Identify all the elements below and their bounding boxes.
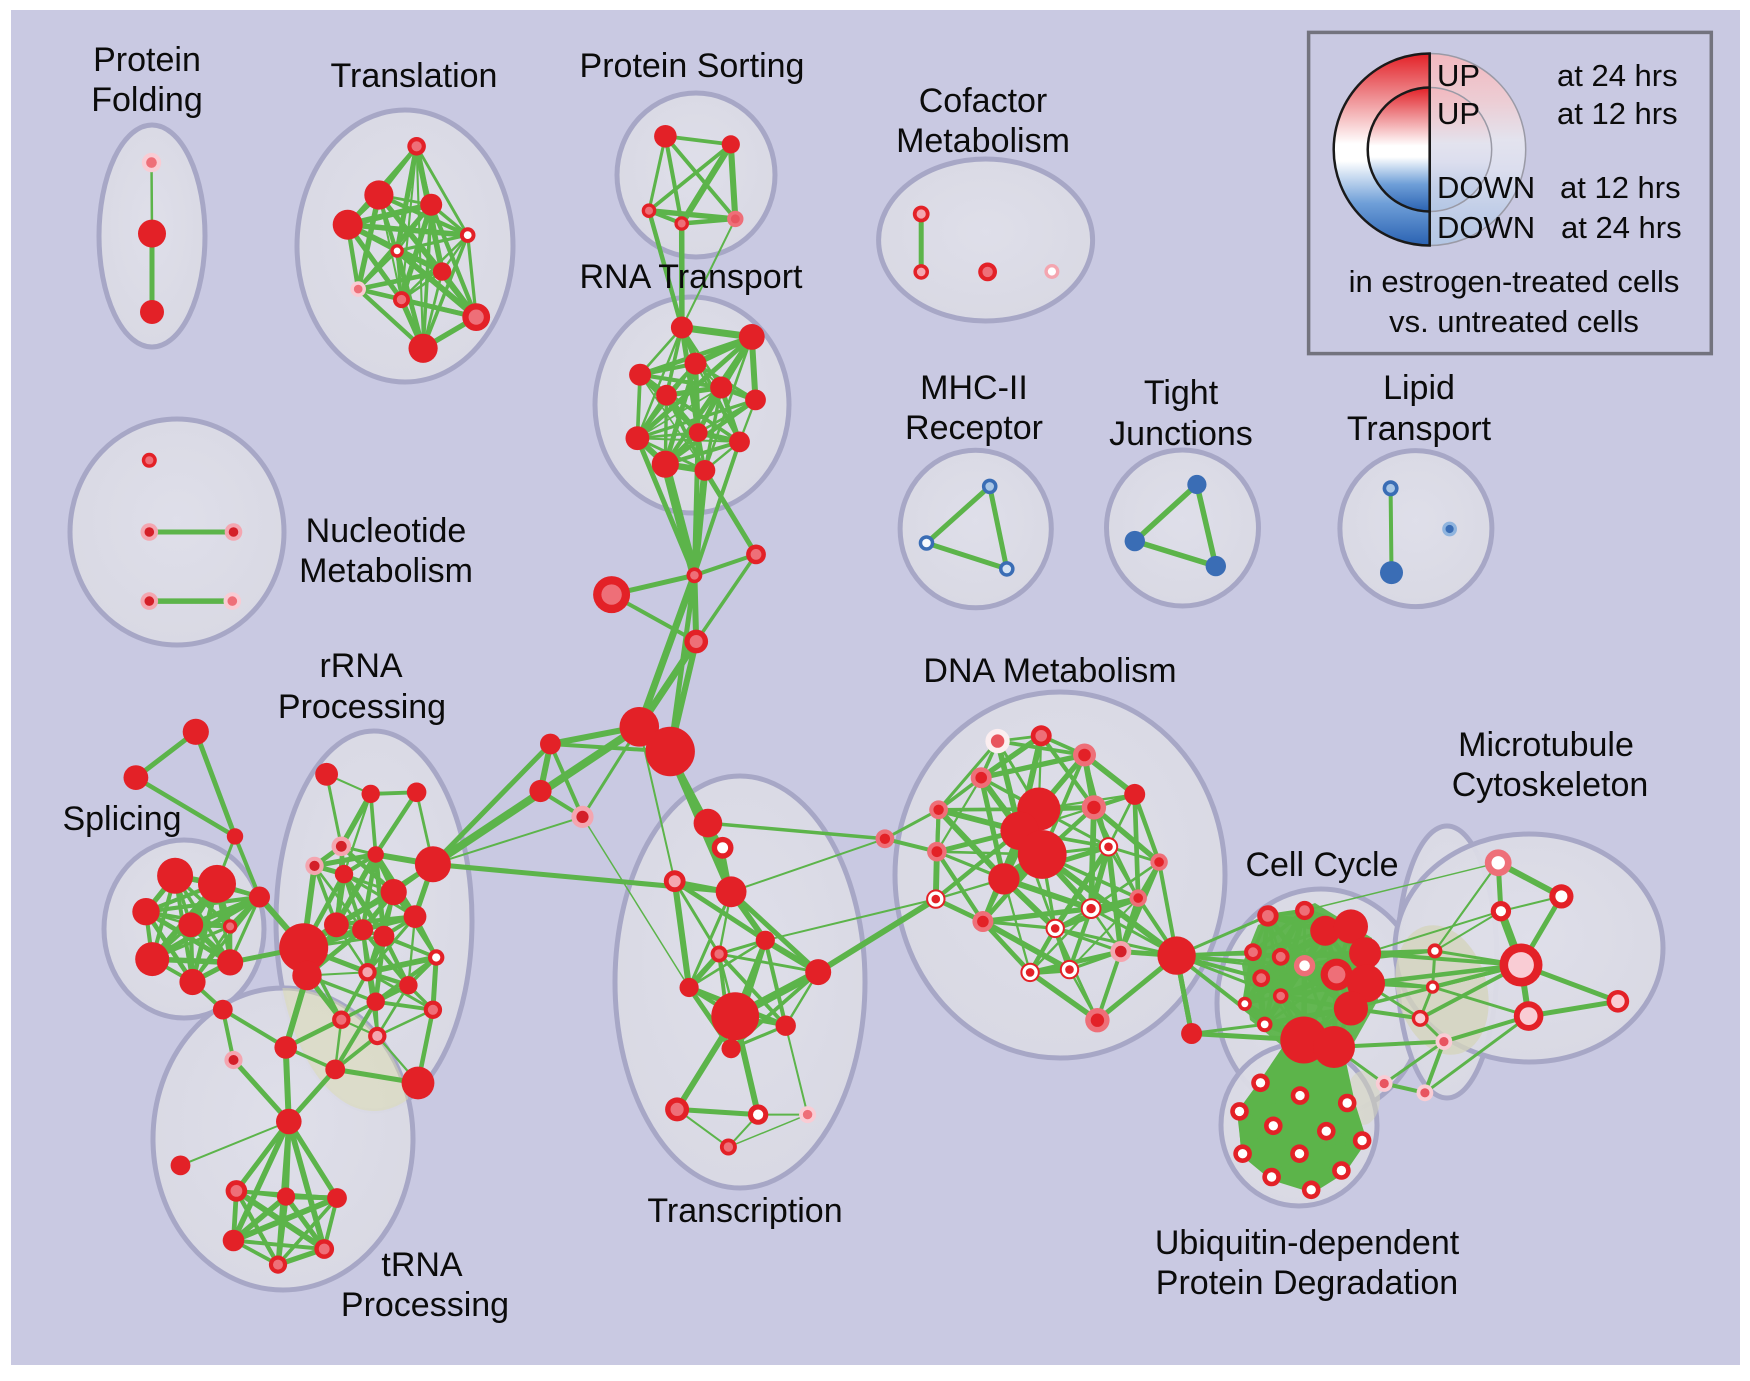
svg-text:DNA Metabolism: DNA Metabolism <box>923 652 1176 690</box>
svg-text:Lipid: Lipid <box>1383 369 1455 407</box>
svg-text:Translation: Translation <box>331 57 498 95</box>
svg-text:Metabolism: Metabolism <box>299 552 473 590</box>
svg-text:at 24 hrs: at 24 hrs <box>1557 58 1678 93</box>
svg-text:UP: UP <box>1437 96 1480 131</box>
svg-text:tRNA: tRNA <box>381 1246 463 1284</box>
svg-text:Splicing: Splicing <box>62 800 181 838</box>
svg-text:Metabolism: Metabolism <box>896 122 1070 160</box>
svg-text:UP: UP <box>1437 58 1480 93</box>
svg-text:Nucleotide: Nucleotide <box>306 512 467 550</box>
svg-text:at 24 hrs: at 24 hrs <box>1561 210 1682 245</box>
svg-text:Protein: Protein <box>93 41 201 79</box>
svg-text:Protein Degradation: Protein Degradation <box>1156 1264 1458 1302</box>
svg-text:Junctions: Junctions <box>1109 415 1253 453</box>
svg-text:Folding: Folding <box>91 81 203 119</box>
svg-text:vs. untreated cells: vs. untreated cells <box>1389 304 1639 339</box>
svg-text:Cofactor: Cofactor <box>919 82 1048 120</box>
svg-text:Ubiquitin-dependent: Ubiquitin-dependent <box>1155 1224 1460 1262</box>
svg-text:Processing: Processing <box>341 1286 509 1324</box>
svg-text:Processing: Processing <box>278 688 446 726</box>
svg-text:RNA Transport: RNA Transport <box>580 258 804 296</box>
svg-text:DOWN: DOWN <box>1437 170 1535 205</box>
svg-text:Cytoskeleton: Cytoskeleton <box>1452 766 1649 804</box>
svg-text:in estrogen-treated cells: in estrogen-treated cells <box>1349 264 1680 299</box>
svg-text:at 12 hrs: at 12 hrs <box>1560 170 1681 205</box>
svg-text:MHC-II: MHC-II <box>920 369 1028 407</box>
svg-text:DOWN: DOWN <box>1437 210 1535 245</box>
svg-text:Protein Sorting: Protein Sorting <box>580 47 805 85</box>
svg-text:Cell Cycle: Cell Cycle <box>1245 846 1398 884</box>
svg-text:Transcription: Transcription <box>647 1192 842 1230</box>
svg-text:Microtubule: Microtubule <box>1458 726 1634 764</box>
svg-text:Receptor: Receptor <box>905 409 1043 447</box>
svg-text:at 12 hrs: at 12 hrs <box>1557 96 1678 131</box>
svg-text:Tight: Tight <box>1144 374 1219 412</box>
svg-text:rRNA: rRNA <box>319 647 402 685</box>
svg-text:Transport: Transport <box>1347 410 1492 448</box>
